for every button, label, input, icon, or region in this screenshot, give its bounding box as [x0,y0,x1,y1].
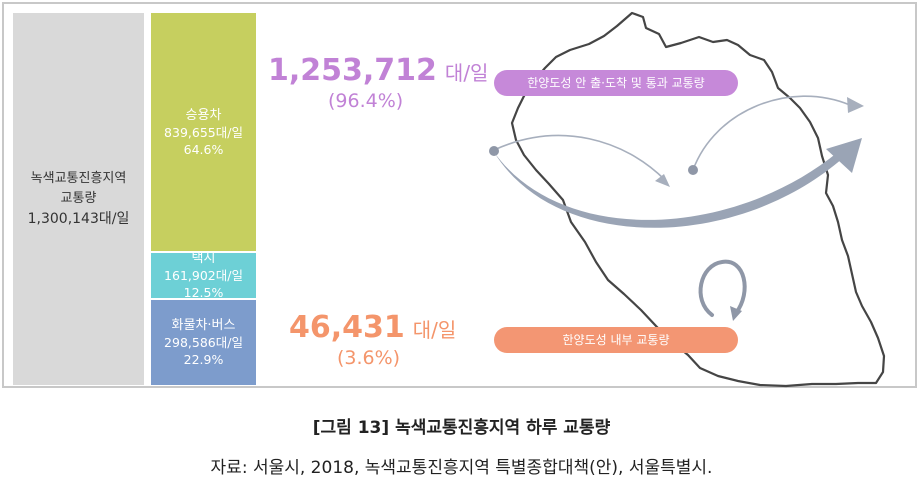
segment-share: 12.5% [183,285,224,301]
internal-traffic-share: (3.6%) [337,347,401,369]
segment-share: 64.6% [183,141,224,157]
segment-value: 839,655대/일 [164,124,243,140]
flow-arrow-head-1 [655,174,670,187]
through-traffic-number: 1,253,712 [268,53,437,88]
segment-value: 161,902대/일 [164,268,243,284]
total-label-line2: 교통량 [60,191,97,206]
internal-traffic-value: 46,431 대/일 [289,311,456,347]
legend-through-traffic: 한양도성 안 출·도착 및 통과 교통량 [494,70,738,96]
segment-taxi: 택시 161,902대/일 12.5% [151,251,256,301]
flow-arrow-curve-2 [692,95,851,171]
through-traffic-value: 1,253,712 대/일 [268,54,488,90]
legend-internal-traffic: 한양도성 내부 교통량 [494,327,738,353]
through-traffic-share: (96.4%) [328,90,404,112]
segment-passenger-car: 승용차 839,655대/일 64.6% [151,13,256,252]
hanyang-map [489,11,886,388]
segment-truck-bus: 화물차·버스 298,586대/일 22.9% [151,299,256,385]
total-value: 1,300,143대/일 [27,211,130,227]
flow-arrow-curve-1 [493,134,666,181]
total-traffic-bar: 녹색교통진흥지역 교통량 1,300,143대/일 [13,13,144,385]
flow-start-point-2 [688,165,698,175]
figure-caption-source: 자료: 서울시, 2018, 녹색교통진흥지역 특별종합대책(안), 서울특별시… [210,458,713,478]
figure-frame [2,2,917,388]
through-traffic-unit: 대/일 [444,61,489,85]
through-flow-arrow-head [826,138,862,173]
internal-traffic-number: 46,431 [289,310,405,345]
flow-arrow-head-2 [847,97,864,113]
internal-loop-arrow [698,259,747,317]
map-outline [510,11,886,388]
segment-share: 22.9% [183,351,224,367]
internal-traffic-unit: 대/일 [412,318,457,342]
total-label-line1: 녹색교통진흥지역 [30,171,127,186]
through-flow-arrow [494,152,843,228]
figure-caption-title: [그림 13] 녹색교통진흥지역 하루 교통량 [312,418,611,438]
segment-name: 택시 [191,251,216,267]
segment-value: 298,586대/일 [164,334,243,350]
segment-name: 화물차·버스 [171,317,236,333]
segment-name: 승용차 [185,107,222,123]
flow-start-point-1 [489,146,499,156]
internal-loop-arrow-head [730,306,742,321]
